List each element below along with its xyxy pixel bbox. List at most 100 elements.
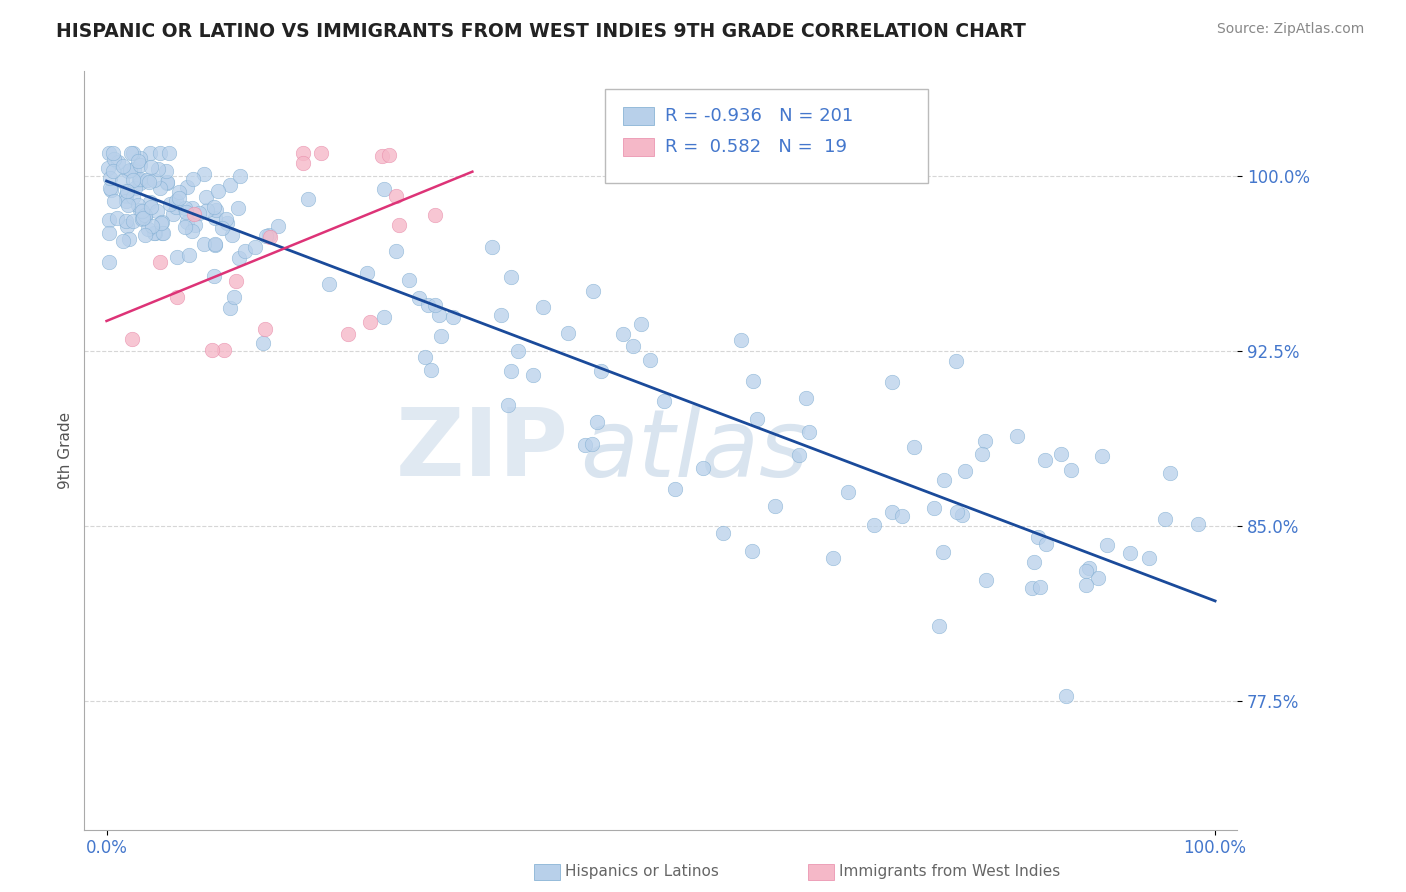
Point [1137,550,1160,565]
Point [128,173,150,187]
Point [103,194,125,209]
Point [145,203,167,218]
Point [127,198,149,212]
Point [880,505,903,519]
Point [257,228,280,243]
Point [531,301,554,315]
Point [128,158,150,172]
Point [181,224,204,238]
Point [114,214,136,228]
Point [934,473,956,487]
Point [359,315,381,329]
Point [229,169,252,184]
Point [131,210,153,224]
Point [97,146,120,161]
Text: ZIP: ZIP [395,404,568,497]
Point [103,153,125,167]
Point [1035,537,1057,551]
Point [226,201,249,215]
Point [1087,570,1109,584]
Point [98,255,121,269]
Point [215,216,238,230]
Point [233,244,256,259]
Point [498,398,520,412]
Point [121,332,143,346]
Point [139,195,162,210]
Point [508,343,530,358]
Point [356,266,378,280]
Point [124,180,146,194]
Point [121,146,143,161]
Point [430,329,453,343]
Point [212,343,235,358]
Point [188,205,211,219]
Point [384,244,406,258]
Point [176,180,198,194]
Point [741,374,763,388]
Y-axis label: 9th Grade: 9th Grade [58,412,73,489]
Point [166,290,188,304]
Point [863,517,886,532]
Point [155,164,177,178]
Point [205,202,228,217]
Point [730,333,752,347]
Point [425,298,447,312]
Point [297,192,319,206]
Point [141,160,163,174]
Point [612,327,634,342]
Point [763,500,786,514]
Point [176,215,198,229]
Point [228,252,250,266]
Point [165,200,187,214]
Text: atlas: atlas [581,405,808,496]
Point [711,525,734,540]
Point [1095,538,1118,552]
Point [105,211,128,225]
Point [267,219,290,233]
Point [1153,512,1175,526]
Point [97,212,120,227]
Point [141,219,163,234]
Point [132,211,155,226]
Point [799,425,821,439]
Point [413,350,436,364]
Point [574,438,596,452]
Point [292,156,315,170]
Point [129,202,152,217]
Point [143,227,166,241]
Point [211,221,233,235]
Point [134,227,156,242]
Point [157,146,180,161]
Point [155,176,177,190]
Point [134,208,156,222]
Point [589,364,612,378]
Point [692,461,714,475]
Point [101,146,124,161]
Point [111,174,134,188]
Point [1021,582,1043,596]
Point [974,434,997,448]
Point [121,172,143,186]
Point [1005,429,1028,443]
Point [135,173,157,187]
Point [254,229,277,244]
Point [195,203,218,218]
Point [932,545,955,559]
Point [582,285,605,299]
Point [388,219,411,233]
Point [120,146,142,161]
Point [204,238,226,252]
Point [174,201,197,215]
Point [489,308,512,322]
Point [630,317,652,331]
Point [155,175,177,189]
Point [371,149,394,163]
Point [252,335,274,350]
Point [218,301,240,316]
Point [291,146,314,161]
Point [131,212,153,227]
Text: Immigrants from West Indies: Immigrants from West Indies [839,864,1060,879]
Point [181,201,204,215]
Text: Source: ZipAtlas.com: Source: ZipAtlas.com [1216,22,1364,37]
Point [177,247,200,261]
